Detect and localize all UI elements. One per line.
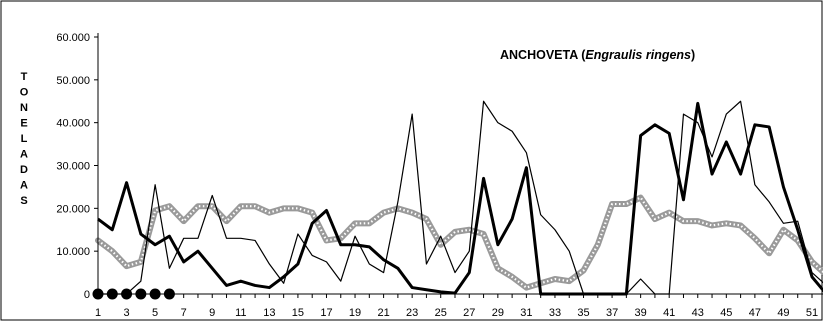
- x-tick-label: 25: [435, 307, 447, 319]
- series-line-grey-dots: [97, 196, 823, 289]
- x-tick-label: 23: [406, 307, 418, 319]
- y-axis-label-letter: S: [20, 195, 27, 207]
- y-tick-label: 10.000: [56, 246, 90, 258]
- x-tick-label: 39: [635, 307, 647, 319]
- y-tick-label: 30.000: [56, 161, 90, 173]
- x-tick-label: 43: [692, 307, 704, 319]
- x-tick-label: 31: [520, 307, 532, 319]
- chart-title: ANCHOVETA (Engraulis ringens): [500, 48, 695, 62]
- x-tick-label: 1: [95, 307, 101, 319]
- x-tick-label: 41: [663, 307, 675, 319]
- x-tick-label: 13: [263, 307, 275, 319]
- x-tick-label: 29: [492, 307, 504, 319]
- y-axis-label-letter: D: [20, 164, 28, 176]
- y-axis-label-letter: T: [21, 71, 28, 83]
- y-tick-label: 0: [84, 289, 90, 301]
- y-tick-label: 40.000: [56, 118, 90, 130]
- series-line-thick: [97, 101, 823, 296]
- y-tick-label: 50.000: [56, 75, 90, 87]
- x-tick-label: 35: [577, 307, 589, 319]
- x-tick-label: 49: [777, 307, 789, 319]
- x-tick-label: 37: [606, 307, 618, 319]
- y-axis-label-letter: E: [20, 118, 27, 130]
- y-axis-label-letter: L: [21, 133, 28, 145]
- x-tick-label: 51: [806, 307, 818, 319]
- y-tick-label: 20.000: [56, 203, 90, 215]
- x-tick-label: 33: [549, 307, 561, 319]
- x-tick-label: 21: [377, 307, 389, 319]
- x-tick-label: 11: [235, 307, 246, 319]
- y-axis-label-letter: A: [20, 180, 28, 192]
- x-tick-label: 5: [152, 307, 158, 319]
- series-group: [95, 100, 823, 296]
- y-tick-label: 60.000: [56, 32, 90, 44]
- y-axis-label-letter: O: [20, 87, 29, 99]
- x-tick-label: 3: [123, 307, 129, 319]
- x-tick-label: 7: [181, 307, 187, 319]
- x-tick-label: 19: [349, 307, 361, 319]
- y-axis-label-letter: A: [20, 149, 28, 161]
- chart-title-italic: Engraulis ringens: [585, 48, 691, 62]
- y-axis-label-letter: N: [20, 102, 28, 114]
- chart-title-prefix: ANCHOVETA (: [500, 48, 586, 62]
- x-tick-label: 45: [720, 307, 732, 319]
- x-tick-label: 47: [749, 307, 761, 319]
- x-tick-label: 9: [209, 307, 215, 319]
- x-tick-label: 27: [463, 307, 475, 319]
- x-tick-label: 15: [292, 307, 304, 319]
- chart-title-suffix: ): [691, 48, 695, 62]
- x-tick-label: 17: [320, 307, 332, 319]
